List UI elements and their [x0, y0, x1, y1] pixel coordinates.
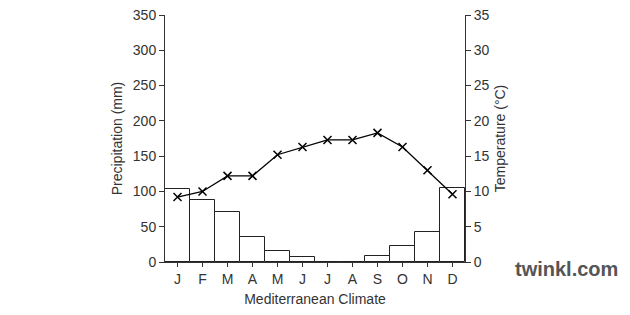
svg-text:5: 5 [474, 219, 482, 235]
svg-text:350: 350 [133, 7, 157, 23]
svg-text:300: 300 [133, 42, 157, 58]
svg-text:30: 30 [474, 42, 490, 58]
svg-text:J: J [324, 271, 331, 287]
svg-text:A: A [348, 271, 358, 287]
svg-text:Temperature (°C): Temperature (°C) [492, 85, 508, 193]
svg-text:Precipitation (mm): Precipitation (mm) [109, 82, 125, 196]
svg-text:A: A [248, 271, 258, 287]
svg-text:50: 50 [141, 219, 157, 235]
svg-text:100: 100 [133, 183, 157, 199]
svg-text:250: 250 [133, 77, 157, 93]
svg-text:M: M [272, 271, 284, 287]
svg-text:150: 150 [133, 148, 157, 164]
svg-text:25: 25 [474, 77, 490, 93]
svg-text:N: N [422, 271, 432, 287]
svg-text:15: 15 [474, 148, 490, 164]
svg-text:200: 200 [133, 113, 157, 129]
svg-text:M: M [222, 271, 234, 287]
svg-text:Mediterranean Climate: Mediterranean Climate [244, 291, 386, 307]
svg-text:J: J [174, 271, 181, 287]
svg-text:O: O [397, 271, 408, 287]
svg-text:F: F [198, 271, 207, 287]
svg-text:0: 0 [474, 254, 482, 270]
svg-text:S: S [373, 271, 382, 287]
svg-text:D: D [447, 271, 457, 287]
svg-text:10: 10 [474, 183, 490, 199]
svg-text:J: J [299, 271, 306, 287]
svg-text:twinkl.com: twinkl.com [515, 258, 618, 280]
svg-text:35: 35 [474, 7, 490, 23]
svg-text:20: 20 [474, 113, 490, 129]
svg-text:0: 0 [148, 254, 156, 270]
